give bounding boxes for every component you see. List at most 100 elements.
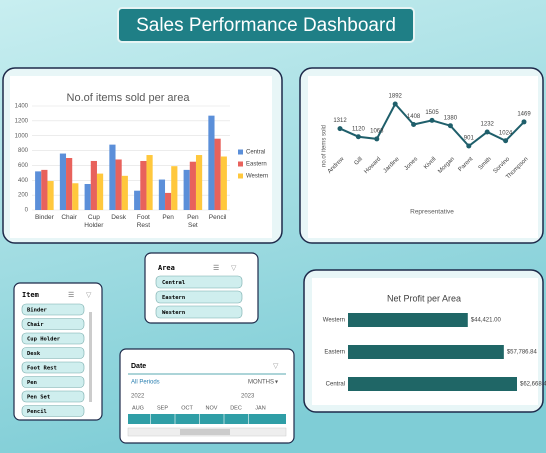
data-label: 1120 bbox=[352, 126, 366, 132]
slicer-button[interactable] bbox=[21, 332, 85, 345]
slicer-title: Item bbox=[22, 291, 39, 299]
slicer-item[interactable]: Binder bbox=[27, 307, 48, 313]
slicer-item[interactable]: Pen Set bbox=[27, 394, 50, 400]
x-tick-label: Cup Holder bbox=[84, 214, 104, 229]
multi-select-icon[interactable]: ☰ bbox=[68, 292, 74, 299]
bar bbox=[41, 169, 48, 210]
bar bbox=[66, 158, 73, 210]
y-tick-label: Central bbox=[326, 382, 345, 388]
month-label[interactable]: OCT bbox=[181, 405, 193, 411]
month-label[interactable]: SEP bbox=[157, 405, 168, 411]
data-label: $44,421.00 bbox=[471, 318, 502, 324]
month-label[interactable]: AUG bbox=[132, 405, 144, 411]
data-label: 1312 bbox=[333, 118, 347, 124]
slicer-item[interactable]: Cup Holder bbox=[27, 336, 61, 342]
slicer-button[interactable] bbox=[21, 361, 85, 374]
slicer-title: Date bbox=[131, 363, 146, 370]
bar bbox=[214, 138, 221, 210]
y-tick-label: 1200 bbox=[15, 118, 29, 124]
data-label: 1469 bbox=[517, 112, 531, 118]
bar bbox=[348, 313, 468, 327]
y-tick-label: 600 bbox=[18, 163, 29, 169]
slicer-item[interactable]: Chair bbox=[27, 322, 44, 328]
bar bbox=[208, 115, 215, 210]
slicer-button[interactable] bbox=[155, 275, 243, 289]
month-label[interactable]: NOV bbox=[206, 405, 218, 411]
point bbox=[337, 126, 343, 132]
data-label: $57,786.84 bbox=[507, 350, 538, 356]
legend-swatch bbox=[238, 173, 243, 179]
y-tick-label: 800 bbox=[18, 148, 29, 154]
y-tick-label: Western bbox=[323, 318, 345, 324]
slicer-item[interactable]: Western bbox=[162, 310, 185, 316]
x-tick-label: Gill bbox=[354, 156, 364, 166]
slicer-button[interactable] bbox=[155, 290, 243, 304]
slicer-item[interactable]: Pencil bbox=[27, 409, 47, 415]
all-periods[interactable]: All Periods bbox=[131, 380, 160, 386]
data-label: 1232 bbox=[481, 122, 495, 128]
slicer-button[interactable] bbox=[21, 390, 85, 403]
data-label: 1380 bbox=[444, 115, 458, 121]
point bbox=[466, 143, 472, 149]
y-tick-label: 200 bbox=[18, 193, 29, 199]
bar bbox=[195, 155, 203, 210]
bar bbox=[134, 190, 141, 210]
point bbox=[392, 101, 398, 107]
point bbox=[447, 123, 453, 129]
data-label: 1505 bbox=[425, 110, 439, 116]
bar bbox=[47, 181, 54, 210]
slicer-button[interactable] bbox=[155, 305, 243, 319]
clear-filter-icon[interactable]: ▽ bbox=[231, 265, 237, 272]
bar bbox=[140, 160, 147, 210]
chart-area bbox=[10, 76, 272, 238]
slicer-item[interactable]: Pen bbox=[27, 380, 37, 386]
x-tick-label: Foot Rest bbox=[137, 214, 151, 229]
clear-filter-icon[interactable]: ▽ bbox=[273, 363, 279, 370]
chart-area bbox=[308, 76, 538, 238]
bar bbox=[189, 161, 196, 210]
x-tick-label: Chair bbox=[61, 214, 77, 221]
scrollbar[interactable] bbox=[89, 312, 92, 402]
multi-select-icon[interactable]: ☰ bbox=[213, 265, 219, 272]
bar bbox=[59, 153, 67, 210]
timeline-bar[interactable] bbox=[128, 414, 286, 424]
legend-swatch bbox=[238, 149, 243, 155]
slicer-item[interactable]: Foot Rest bbox=[27, 365, 57, 371]
bar bbox=[84, 184, 91, 210]
legend-label: Central bbox=[246, 150, 265, 156]
bar bbox=[96, 173, 104, 210]
year-label: 2023 bbox=[241, 394, 255, 400]
slicer-button[interactable] bbox=[21, 303, 85, 316]
slicer-button[interactable] bbox=[21, 318, 85, 330]
bar bbox=[90, 160, 97, 210]
slicer-item[interactable]: Desk bbox=[27, 351, 41, 357]
bar bbox=[348, 377, 517, 391]
y-tick-label: 1400 bbox=[15, 104, 29, 110]
slicer-button[interactable] bbox=[21, 405, 85, 417]
point bbox=[521, 119, 527, 125]
x-tick-label: Desk bbox=[111, 214, 127, 221]
slicer-button[interactable] bbox=[21, 376, 85, 388]
time-level[interactable]: MONTHS bbox=[248, 380, 274, 386]
legend-label: Western bbox=[246, 174, 268, 180]
slicer-title: Area bbox=[158, 264, 175, 272]
bar bbox=[121, 175, 128, 210]
bar bbox=[183, 169, 190, 210]
slicer-button[interactable] bbox=[21, 347, 85, 359]
bar bbox=[146, 155, 153, 210]
slicer-item[interactable]: Central bbox=[162, 280, 185, 286]
bar bbox=[72, 183, 79, 210]
point bbox=[355, 134, 361, 140]
slicer-item[interactable]: Eastern bbox=[162, 295, 185, 301]
y-axis-label: no.of items sold bbox=[322, 125, 328, 167]
month-label[interactable]: JAN bbox=[255, 405, 265, 411]
month-label[interactable]: DEC bbox=[230, 405, 242, 411]
dropdown-icon[interactable]: ▾ bbox=[275, 380, 278, 386]
clear-filter-icon[interactable]: ▽ bbox=[86, 292, 92, 299]
data-label: 1068 bbox=[370, 129, 384, 135]
point bbox=[484, 129, 490, 135]
scroll-thumb[interactable] bbox=[180, 429, 230, 435]
bar bbox=[171, 166, 178, 210]
point bbox=[411, 122, 417, 128]
data-label: 1408 bbox=[407, 114, 421, 120]
